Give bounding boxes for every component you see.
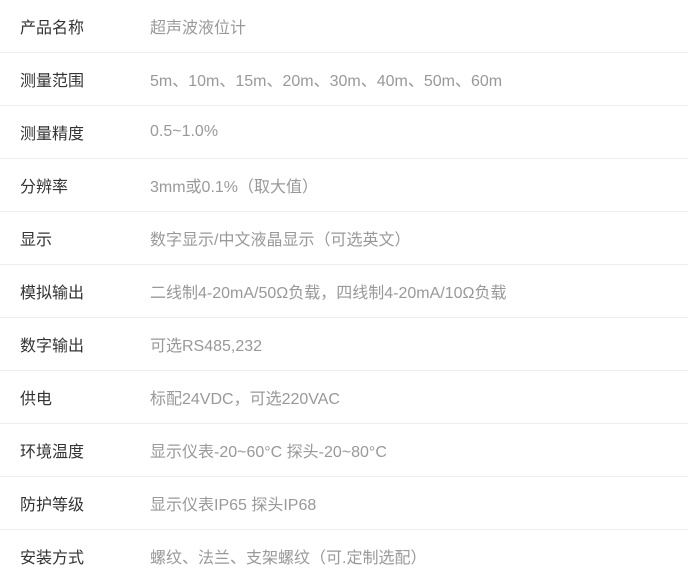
spec-label: 供电 [20, 385, 150, 409]
table-row: 测量精度 0.5~1.0% [0, 106, 688, 159]
spec-value: 显示仪表IP65 探头IP68 [150, 491, 668, 515]
spec-value: 3mm或0.1%（取大值） [150, 173, 668, 197]
spec-label: 显示 [20, 226, 150, 250]
spec-label: 测量精度 [20, 120, 150, 144]
spec-value: 标配24VDC，可选220VAC [150, 385, 668, 409]
table-row: 环境温度 显示仪表-20~60°C 探头-20~80°C [0, 424, 688, 477]
spec-table: 产品名称 超声波液位计 测量范围 5m、10m、15m、20m、30m、40m、… [0, 0, 688, 582]
spec-label: 产品名称 [20, 14, 150, 38]
spec-value: 螺纹、法兰、支架螺纹（可.定制选配） [150, 544, 668, 568]
table-row: 显示 数字显示/中文液晶显示（可选英文） [0, 212, 688, 265]
spec-label: 分辨率 [20, 173, 150, 197]
spec-label: 防护等级 [20, 491, 150, 515]
table-row: 供电 标配24VDC，可选220VAC [0, 371, 688, 424]
table-row: 测量范围 5m、10m、15m、20m、30m、40m、50m、60m [0, 53, 688, 106]
table-row: 产品名称 超声波液位计 [0, 0, 688, 53]
spec-value: 显示仪表-20~60°C 探头-20~80°C [150, 438, 668, 462]
spec-value: 超声波液位计 [150, 14, 668, 38]
table-row: 防护等级 显示仪表IP65 探头IP68 [0, 477, 688, 530]
table-row: 模拟输出 二线制4-20mA/50Ω负载，四线制4-20mA/10Ω负载 [0, 265, 688, 318]
table-row: 安装方式 螺纹、法兰、支架螺纹（可.定制选配） [0, 530, 688, 582]
spec-label: 安装方式 [20, 544, 150, 568]
spec-value: 5m、10m、15m、20m、30m、40m、50m、60m [150, 67, 668, 91]
spec-label: 数字输出 [20, 332, 150, 356]
spec-value: 可选RS485,232 [150, 332, 668, 356]
spec-label: 测量范围 [20, 67, 150, 91]
table-row: 分辨率 3mm或0.1%（取大值） [0, 159, 688, 212]
spec-value: 数字显示/中文液晶显示（可选英文） [150, 226, 668, 250]
spec-value: 二线制4-20mA/50Ω负载，四线制4-20mA/10Ω负载 [150, 279, 668, 303]
spec-label: 模拟输出 [20, 279, 150, 303]
table-row: 数字输出 可选RS485,232 [0, 318, 688, 371]
spec-label: 环境温度 [20, 438, 150, 462]
spec-value: 0.5~1.0% [150, 123, 668, 141]
